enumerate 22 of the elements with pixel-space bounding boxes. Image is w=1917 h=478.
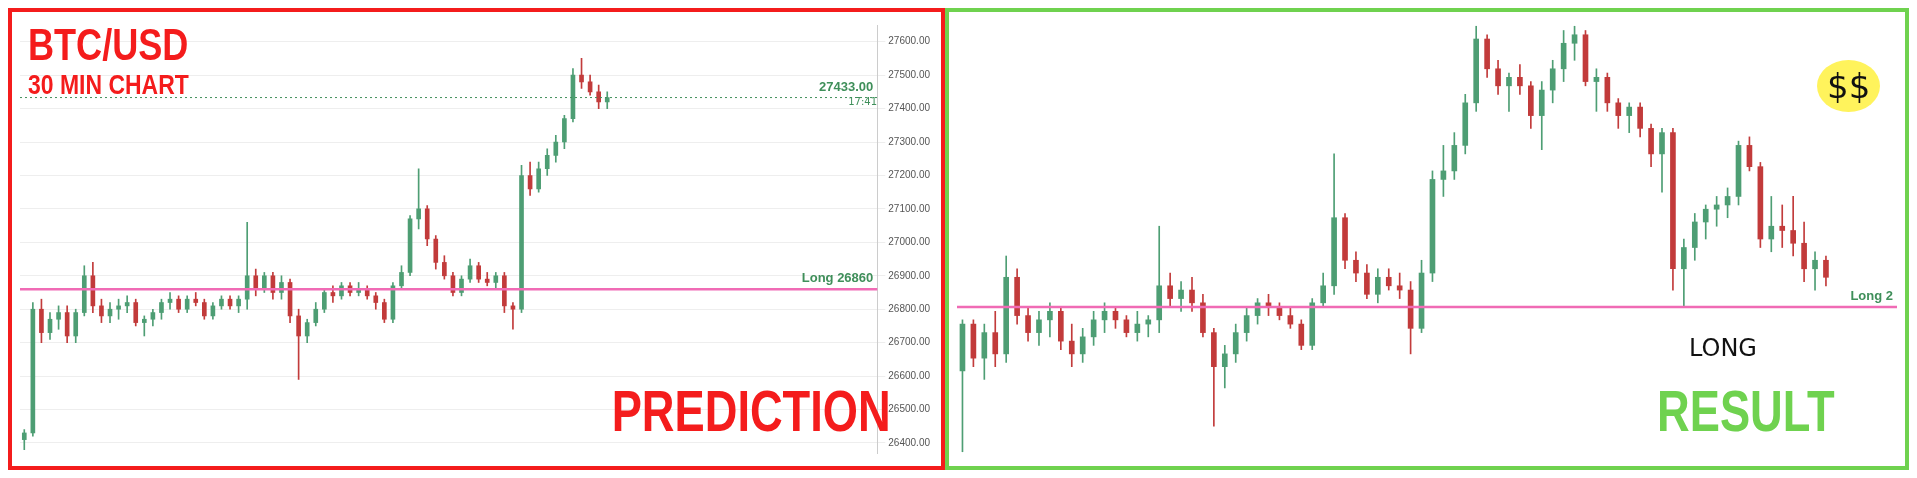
annotation: 17:41: [848, 96, 877, 107]
annotation: $$: [1817, 60, 1881, 112]
annotation: LONG: [1689, 334, 1757, 362]
y-tick-label: 26600.00: [888, 369, 931, 381]
y-tick-label: 26700.00: [888, 336, 931, 348]
y-tick-label: 26800.00: [888, 302, 931, 314]
ref-line-label: Long 26860: [801, 270, 874, 286]
y-tick-label: 27000.00: [888, 236, 931, 248]
y-tick-label: 27100.00: [888, 202, 931, 214]
ref-line-label: Long 2: [1850, 288, 1893, 304]
chart-title: BTC/USD: [28, 20, 189, 69]
y-tick-label: 26400.00: [888, 436, 931, 448]
y-tick-label: 26500.00: [888, 403, 931, 415]
annotation: RESULT: [1657, 377, 1835, 444]
ref-line-label: 27433.00: [819, 78, 874, 94]
y-tick-label: 27200.00: [888, 169, 931, 181]
y-tick-label: 27600.00: [888, 35, 931, 47]
y-tick-label: 27400.00: [888, 102, 931, 114]
y-tick-label: 27300.00: [888, 135, 931, 147]
y-tick-label: 27500.00: [888, 68, 931, 80]
text: 30 MIN CHART: [28, 69, 189, 100]
y-tick-label: 26900.00: [888, 269, 931, 281]
